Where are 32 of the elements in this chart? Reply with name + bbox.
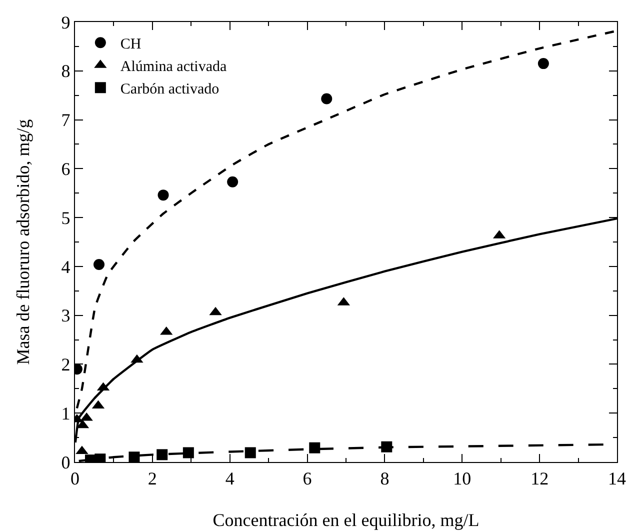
y-tick-label: 9 (61, 12, 70, 32)
y-tick-label: 5 (61, 208, 70, 228)
legend-label: Carbón activado (120, 82, 220, 98)
x-tick-label: 2 (148, 468, 157, 489)
x-tick-label: 14 (608, 468, 626, 489)
x-tick-label: 12 (530, 468, 549, 489)
legend-label: CH (120, 36, 142, 52)
y-tick-label: 0 (61, 452, 70, 472)
y-tick-label: 8 (61, 61, 70, 82)
x-tick-label: 6 (302, 468, 312, 489)
x-tick-label: 10 (453, 468, 472, 489)
point (321, 93, 332, 104)
point (158, 190, 169, 201)
x-axis-title: Concentración en el equilibrio, mg/L (212, 510, 480, 530)
y-tick-label: 6 (61, 158, 70, 179)
y-tick-label: 3 (61, 306, 70, 326)
point (244, 447, 256, 458)
point (156, 449, 168, 460)
y-tick-label: 1 (61, 403, 70, 424)
point (227, 176, 238, 188)
y-axis-title: Masa de fluoruro adsorbido, mg/g (12, 119, 33, 365)
point (128, 452, 140, 462)
point (94, 258, 104, 270)
point (182, 447, 194, 458)
y-tick-label: 7 (61, 110, 70, 130)
point (538, 58, 549, 70)
point (309, 442, 320, 454)
y-tick-label: 2 (61, 354, 70, 375)
x-tick-label: 8 (380, 468, 390, 489)
x-tick-label: 4 (225, 468, 234, 489)
y-tick-label: 4 (61, 256, 70, 277)
legend-label: Alúmina activada (120, 59, 227, 75)
